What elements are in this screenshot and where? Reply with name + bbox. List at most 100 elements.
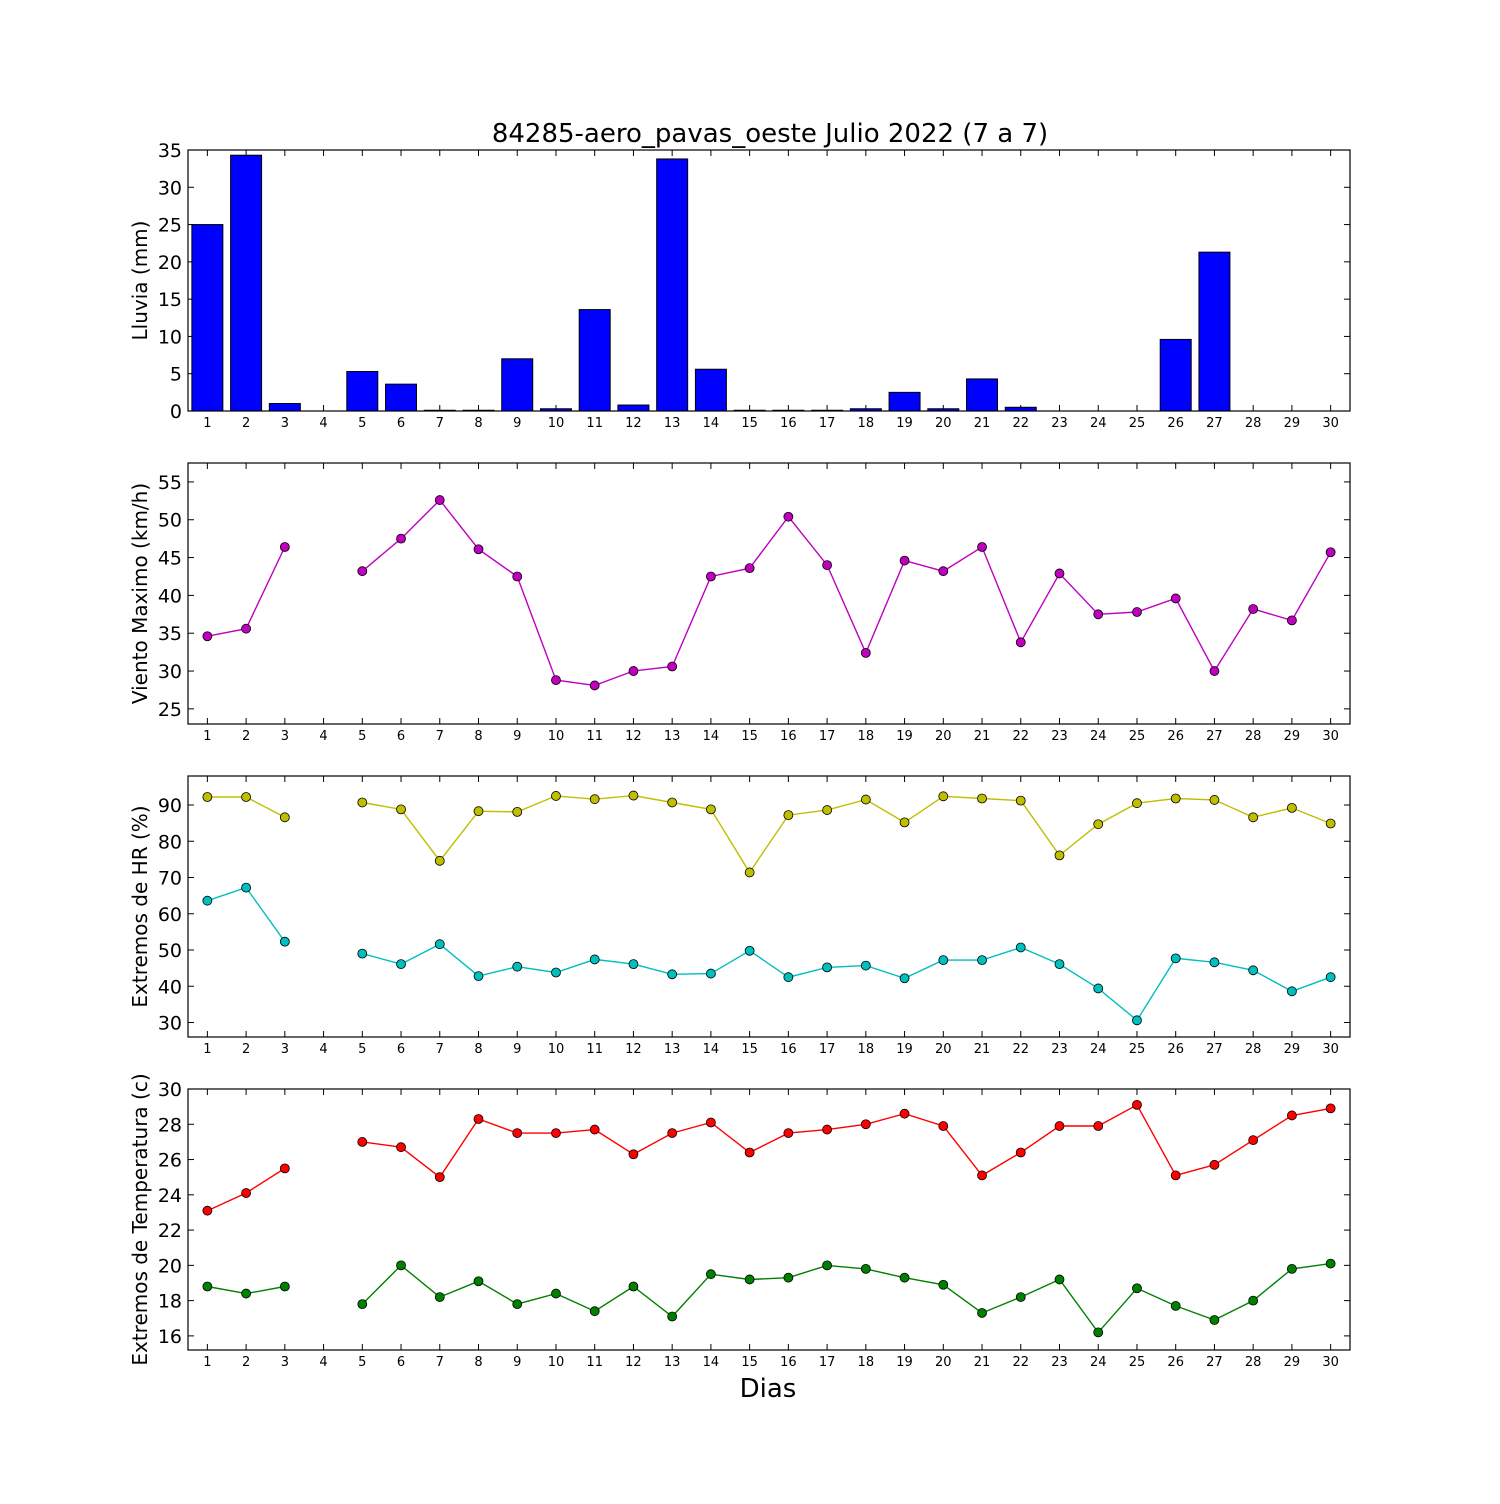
temperature-data-point [1170,1170,1181,1181]
humidity-data-point [589,954,600,965]
humidity-axes-frame [187,775,1351,1038]
humidity-xtick-label: 5 [358,1042,366,1057]
temperature-xtick-label: 24 [1090,1355,1107,1370]
temperature-xtick-label: 10 [548,1355,565,1370]
wind-data-point [1170,593,1181,604]
rain-ytick-label: 25 [158,215,182,237]
humidity-data-point [1170,953,1181,964]
temperature-data-point [1054,1121,1065,1131]
temperature-data-point [1209,1315,1220,1325]
temperature-data-point [202,1281,213,1292]
humidity-data-point [899,973,910,984]
humidity-xtick-label: 1 [203,1042,211,1057]
temperature-xtick-label: 21 [974,1355,991,1370]
humidity-data-point [357,948,368,959]
figure-title: 84285-aero_pavas_oeste Julio 2022 (7 a 7… [492,119,1048,149]
rain-xtick-label: 19 [896,416,913,431]
temperature-xtick-label: 27 [1206,1355,1223,1370]
rain-ytick-label: 35 [158,140,182,162]
rain-xtick-label: 22 [1012,416,1029,431]
humidity-data-point [241,882,252,893]
rain-bar [230,154,263,412]
humidity-ytick-label: 40 [158,976,182,998]
temperature-data-point [202,1205,213,1216]
temperature-panel: 1 2 3 4 5 6 7 8 9 10 11 12 13 14 15 16 17 18 19 20 21 22 23 24 2… [128,1073,1351,1370]
humidity-ytick-label: 30 [158,1013,182,1035]
temperature-ytick-label: 16 [158,1326,182,1348]
humidity-data-point [667,969,678,980]
wind-ytick-label: 45 [158,548,182,570]
temperature-data-point [1054,1274,1065,1285]
humidity-xtick-label: 16 [780,1042,797,1057]
temperature-data-point [706,1117,716,1128]
wind-data-point [628,666,639,676]
rain-bar [694,368,727,412]
humidity-data-point [434,939,445,950]
rain-bar [385,383,418,412]
wind-xtick-label: 22 [1012,729,1029,744]
temperature-xtick-label: 25 [1129,1355,1146,1370]
temperature-data-point [1132,1283,1142,1294]
temperature-xtick-label: 16 [780,1355,797,1370]
temperature-data-point [1287,1263,1297,1274]
humidity-xtick-label: 15 [741,1042,758,1057]
humidity-xtick-label: 8 [474,1042,482,1057]
humidity-data-point [589,794,600,805]
humidity-data-point [1054,850,1065,861]
rain-ytick-label: 10 [158,326,182,348]
rain-xtick-label: 17 [819,416,836,431]
rain-ytick-label: 15 [158,289,182,311]
humidity-data-point [744,867,755,878]
wind-xtick-label: 28 [1245,729,1262,744]
humidity-data-point [706,968,716,979]
rain-ytick-label: 20 [158,252,182,274]
humidity-ytick-label: 60 [158,904,182,926]
humidity-data-point [1325,818,1336,829]
humidity-xtick-label: 14 [703,1042,720,1057]
temperature-xtick-label: 30 [1322,1355,1339,1370]
humidity-xtick-label: 6 [397,1042,405,1057]
wind-data-point [1287,615,1297,626]
rain-bar [191,224,224,412]
wind-xtick-label: 17 [819,729,836,744]
humidity-data-point [1093,819,1104,830]
wind-xtick-label: 8 [474,729,482,744]
wind-xtick-label: 12 [625,729,642,744]
humidity-xtick-label: 13 [664,1042,681,1057]
humidity-xtick-label: 4 [319,1042,327,1057]
temperature-data-point [899,1272,910,1283]
wind-xtick-label: 16 [780,729,797,744]
humidity-series-line [207,794,1331,874]
wind-data-point [783,511,794,522]
humidity-data-point [357,797,368,808]
wind-xtick-label: 5 [358,729,366,744]
rain-xtick-label: 5 [358,416,366,431]
temperature-data-point [1287,1110,1297,1121]
temperature-data-point [1015,1147,1026,1158]
humidity-xtick-label: 21 [974,1042,991,1057]
humidity-data-point [822,962,832,973]
humidity-ytick-label: 90 [158,795,182,817]
temperature-ytick-label: 24 [158,1185,182,1207]
temperature-xtick-label: 5 [358,1355,366,1370]
temperature-data-point [706,1269,716,1280]
temperature-data-point [667,1128,678,1138]
temperature-data-point [357,1137,368,1147]
wind-data-point [279,542,290,552]
humidity-xtick-label: 30 [1322,1042,1339,1057]
temperature-axes-frame [187,1088,1351,1351]
humidity-data-point [977,955,987,966]
humidity-xtick-label: 7 [436,1042,444,1057]
rain-xtick-label: 7 [436,416,444,431]
temperature-data-point [744,1274,755,1285]
humidity-data-point [279,936,290,947]
rain-xtick-label: 26 [1167,416,1184,431]
rain-ytick-label: 30 [158,177,182,199]
humidity-series-line [207,886,1331,1022]
temperature-data-point [241,1288,252,1299]
temperature-data-point [628,1281,639,1292]
temperature-xtick-label: 3 [281,1355,289,1370]
humidity-data-point [1287,803,1297,813]
humidity-xtick-label: 28 [1245,1042,1262,1057]
